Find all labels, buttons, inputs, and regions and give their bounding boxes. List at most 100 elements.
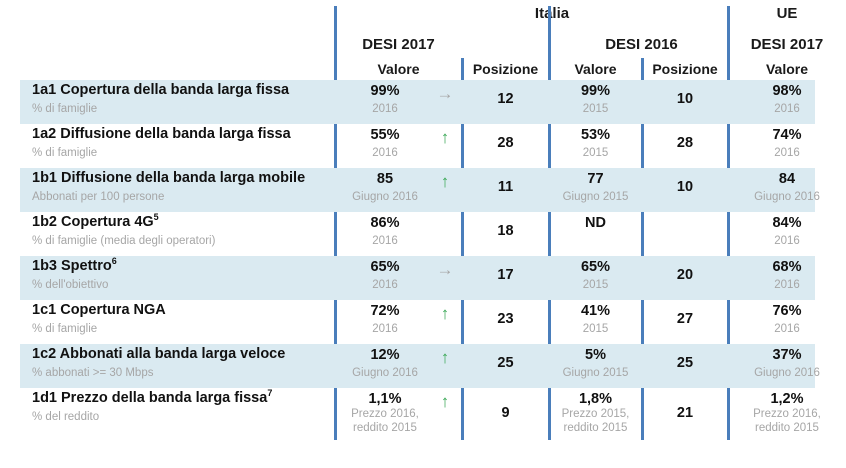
cell-ue-value: 98% xyxy=(772,83,802,99)
cell-it2017-value: 86% xyxy=(370,215,400,231)
cell-it2016-rank: 27 xyxy=(676,311,694,327)
cell-it2017-note: 2016 xyxy=(372,103,398,115)
cell-it2016-rank: 21 xyxy=(676,405,694,421)
cell-it2017-rank: 28 xyxy=(497,135,514,151)
cell-it2017-note: Giugno 2016 xyxy=(352,367,418,379)
indicator-sublabel: % di famiglie xyxy=(32,323,98,335)
cell-it2017-rank: 12 xyxy=(497,91,514,107)
divider-line-5 xyxy=(727,6,730,440)
cell-it2016-note: 2015 xyxy=(582,323,609,335)
indicator-label: 1c1 Copertura NGA xyxy=(32,302,166,318)
header-desi-2017: DESI 2017 xyxy=(362,36,435,53)
indicator-sublabel: % dell'obiettivo xyxy=(32,279,109,291)
cell-it2016-value: 5% xyxy=(585,347,606,363)
table-row: 1d1 Prezzo della banda larga fissa7 % del… xyxy=(20,388,821,434)
cell-it2017-rank: 11 xyxy=(497,179,514,195)
cell-ue-note: Prezzo 2016, reddito 2015 xyxy=(753,408,821,434)
cell-it2017-note: Prezzo 2016, reddito 2015 xyxy=(351,408,419,434)
indicator-sublabel: % del reddito xyxy=(32,411,100,423)
cell-ue-value: 84 xyxy=(778,171,796,187)
cell-ue-value: 68% xyxy=(772,259,802,275)
cell-it2017-note: 2016 xyxy=(372,147,398,159)
trend-arrow-up-icon: ↑ xyxy=(440,128,450,147)
cell-it2016-note: 2015 xyxy=(582,147,609,159)
cell-it2017-rank: 25 xyxy=(497,355,514,371)
header-group-italia: Italia xyxy=(534,5,570,22)
cell-ue-note: 2016 xyxy=(774,147,800,159)
cell-it2016-value: 53% xyxy=(580,127,611,143)
indicator-sublabel: % abbonati >= 30 Mbps xyxy=(32,367,154,379)
indicator-label: 1b3 Spettro6 xyxy=(32,256,117,274)
cell-it2017-note: 2016 xyxy=(372,279,398,291)
table-row: 1b1 Diffusione della banda larga mobile A… xyxy=(20,168,820,212)
cell-ue-note: 2016 xyxy=(774,279,800,291)
indicator-sublabel: % di famiglie xyxy=(32,103,98,115)
cell-it2017-value: 55% xyxy=(370,127,400,143)
cell-ue-value: 74% xyxy=(772,127,802,143)
column-header-valore-2017: Valore xyxy=(377,61,420,77)
cell-it2017-value: 85 xyxy=(376,171,394,187)
column-header-valore-ue: Valore xyxy=(765,61,809,77)
trend-arrow-up-icon: ↑ xyxy=(440,348,450,367)
trend-arrow-up-icon: ↑ xyxy=(440,172,450,191)
table-row: 1c1 Copertura NGA % di famiglie 72% 2016 ↑ 23… xyxy=(20,300,815,344)
divider-line-3 xyxy=(548,6,551,440)
cell-it2017-rank: 17 xyxy=(497,267,514,283)
trend-arrow-flat-icon: → xyxy=(436,84,454,103)
indicator-label: 1c2 Abbonati alla banda larga veloce xyxy=(32,346,286,362)
cell-it2016-note: Giugno 2015 xyxy=(562,367,629,379)
cell-it2017-value: 12% xyxy=(370,347,400,363)
cell-it2016-value: 65% xyxy=(580,259,611,275)
cell-it2017-value: 72% xyxy=(370,303,400,319)
cell-ue-value: 1,2% xyxy=(770,391,804,407)
cell-it2016-value: 99% xyxy=(580,83,611,99)
cell-it2016-note: Prezzo 2015, reddito 2015 xyxy=(561,408,630,434)
cell-ue-note: 2016 xyxy=(774,323,800,335)
header-group-ue: UE xyxy=(776,5,798,22)
header-desi-2016: DESI 2016 xyxy=(605,36,678,53)
cell-ue-value: 76% xyxy=(772,303,802,319)
divider-line-1 xyxy=(334,6,337,440)
cell-it2016-note: Giugno 2015 xyxy=(562,191,629,203)
indicator-label: 1b2 Copertura 4G5 xyxy=(32,212,159,230)
cell-it2016-rank: 28 xyxy=(676,135,694,151)
cell-it2016-value: 1,8% xyxy=(578,391,613,407)
cell-ue-value: 37% xyxy=(772,347,802,363)
divider-line-4 xyxy=(641,58,644,440)
cell-it2016-value: 77 xyxy=(587,171,604,187)
table-row: 1c2 Abbonati alla banda larga veloce % ab… xyxy=(20,344,820,388)
cell-ue-note: 2016 xyxy=(774,235,800,247)
cell-it2017-value: 65% xyxy=(370,259,400,275)
divider-line-2 xyxy=(461,58,464,440)
cell-it2017-rank: 18 xyxy=(497,223,514,239)
table-row: 1a2 Diffusione della banda larga fissa % … xyxy=(20,124,815,168)
indicator-sublabel: % di famiglie (media degli operatori) xyxy=(32,235,216,247)
cell-it2016-note: 2015 xyxy=(582,103,609,115)
indicator-label: 1b1 Diffusione della banda larga mobile xyxy=(32,170,306,186)
column-header-valore-2016: Valore xyxy=(574,61,617,77)
cell-it2016-rank: 10 xyxy=(676,179,694,195)
cell-it2016-note: 2015 xyxy=(582,279,609,291)
trend-arrow-flat-icon: → xyxy=(436,260,454,279)
cell-it2017-rank: 9 xyxy=(501,405,510,421)
column-header-posizione-2016: Posizione xyxy=(652,61,718,77)
trend-arrow-up-icon: ↑ xyxy=(440,304,450,323)
cell-it2017-value: 99% xyxy=(370,83,400,99)
cell-it2017-rank: 23 xyxy=(497,311,514,327)
cell-ue-note: Giugno 2016 xyxy=(754,191,820,203)
table-row: 1b2 Copertura 4G5 % di famiglie (media de… xyxy=(20,212,815,256)
cell-it2016-value: ND xyxy=(585,215,606,231)
cell-it2017-note: Giugno 2016 xyxy=(352,191,418,203)
cell-it2017-value: 1,1% xyxy=(368,391,402,407)
cell-ue-note: Giugno 2016 xyxy=(754,367,820,379)
cell-ue-value: 84% xyxy=(772,215,802,231)
column-header-posizione-2017: Posizione xyxy=(472,61,539,77)
cell-it2016-value: 41% xyxy=(580,303,611,319)
cell-it2016-rank: 20 xyxy=(676,267,694,283)
cell-it2017-note: 2016 xyxy=(372,323,398,335)
indicator-label: 1a2 Diffusione della banda larga fissa xyxy=(32,126,291,142)
cell-it2016-rank: 10 xyxy=(676,91,694,107)
cell-it2017-note: 2016 xyxy=(372,235,398,247)
table-row: 1a1 Copertura della banda larga fissa % d… xyxy=(20,80,815,124)
